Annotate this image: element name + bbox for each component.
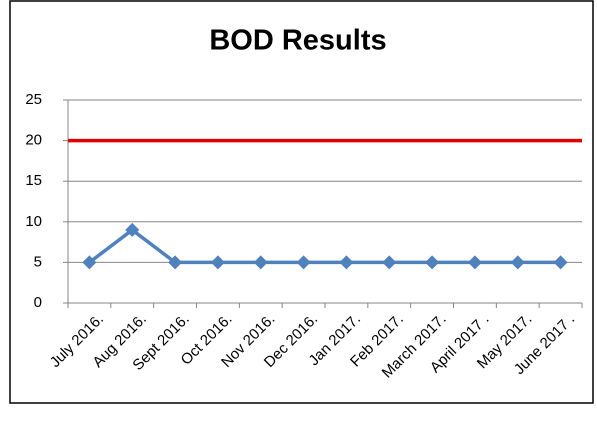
y-tick-label: 0 [34,294,42,311]
marker [339,255,354,270]
marker [296,255,311,270]
y-tick-label: 20 [25,132,42,149]
data-line [88,227,561,265]
marker [253,255,268,270]
marker [125,222,140,237]
y-tick-label: 15 [25,172,42,189]
marker [467,255,482,270]
marker [553,255,568,270]
marker [510,255,525,270]
marker [382,255,397,270]
y-tick-label: 5 [34,253,42,270]
marker [82,255,97,270]
chart-title: BOD Results [209,25,386,57]
marker [210,255,225,270]
marker [168,255,183,270]
y-tick-label: 25 [25,91,42,108]
marker [425,255,440,270]
chart-frame [9,0,594,404]
y-tick-label: 10 [25,213,42,230]
